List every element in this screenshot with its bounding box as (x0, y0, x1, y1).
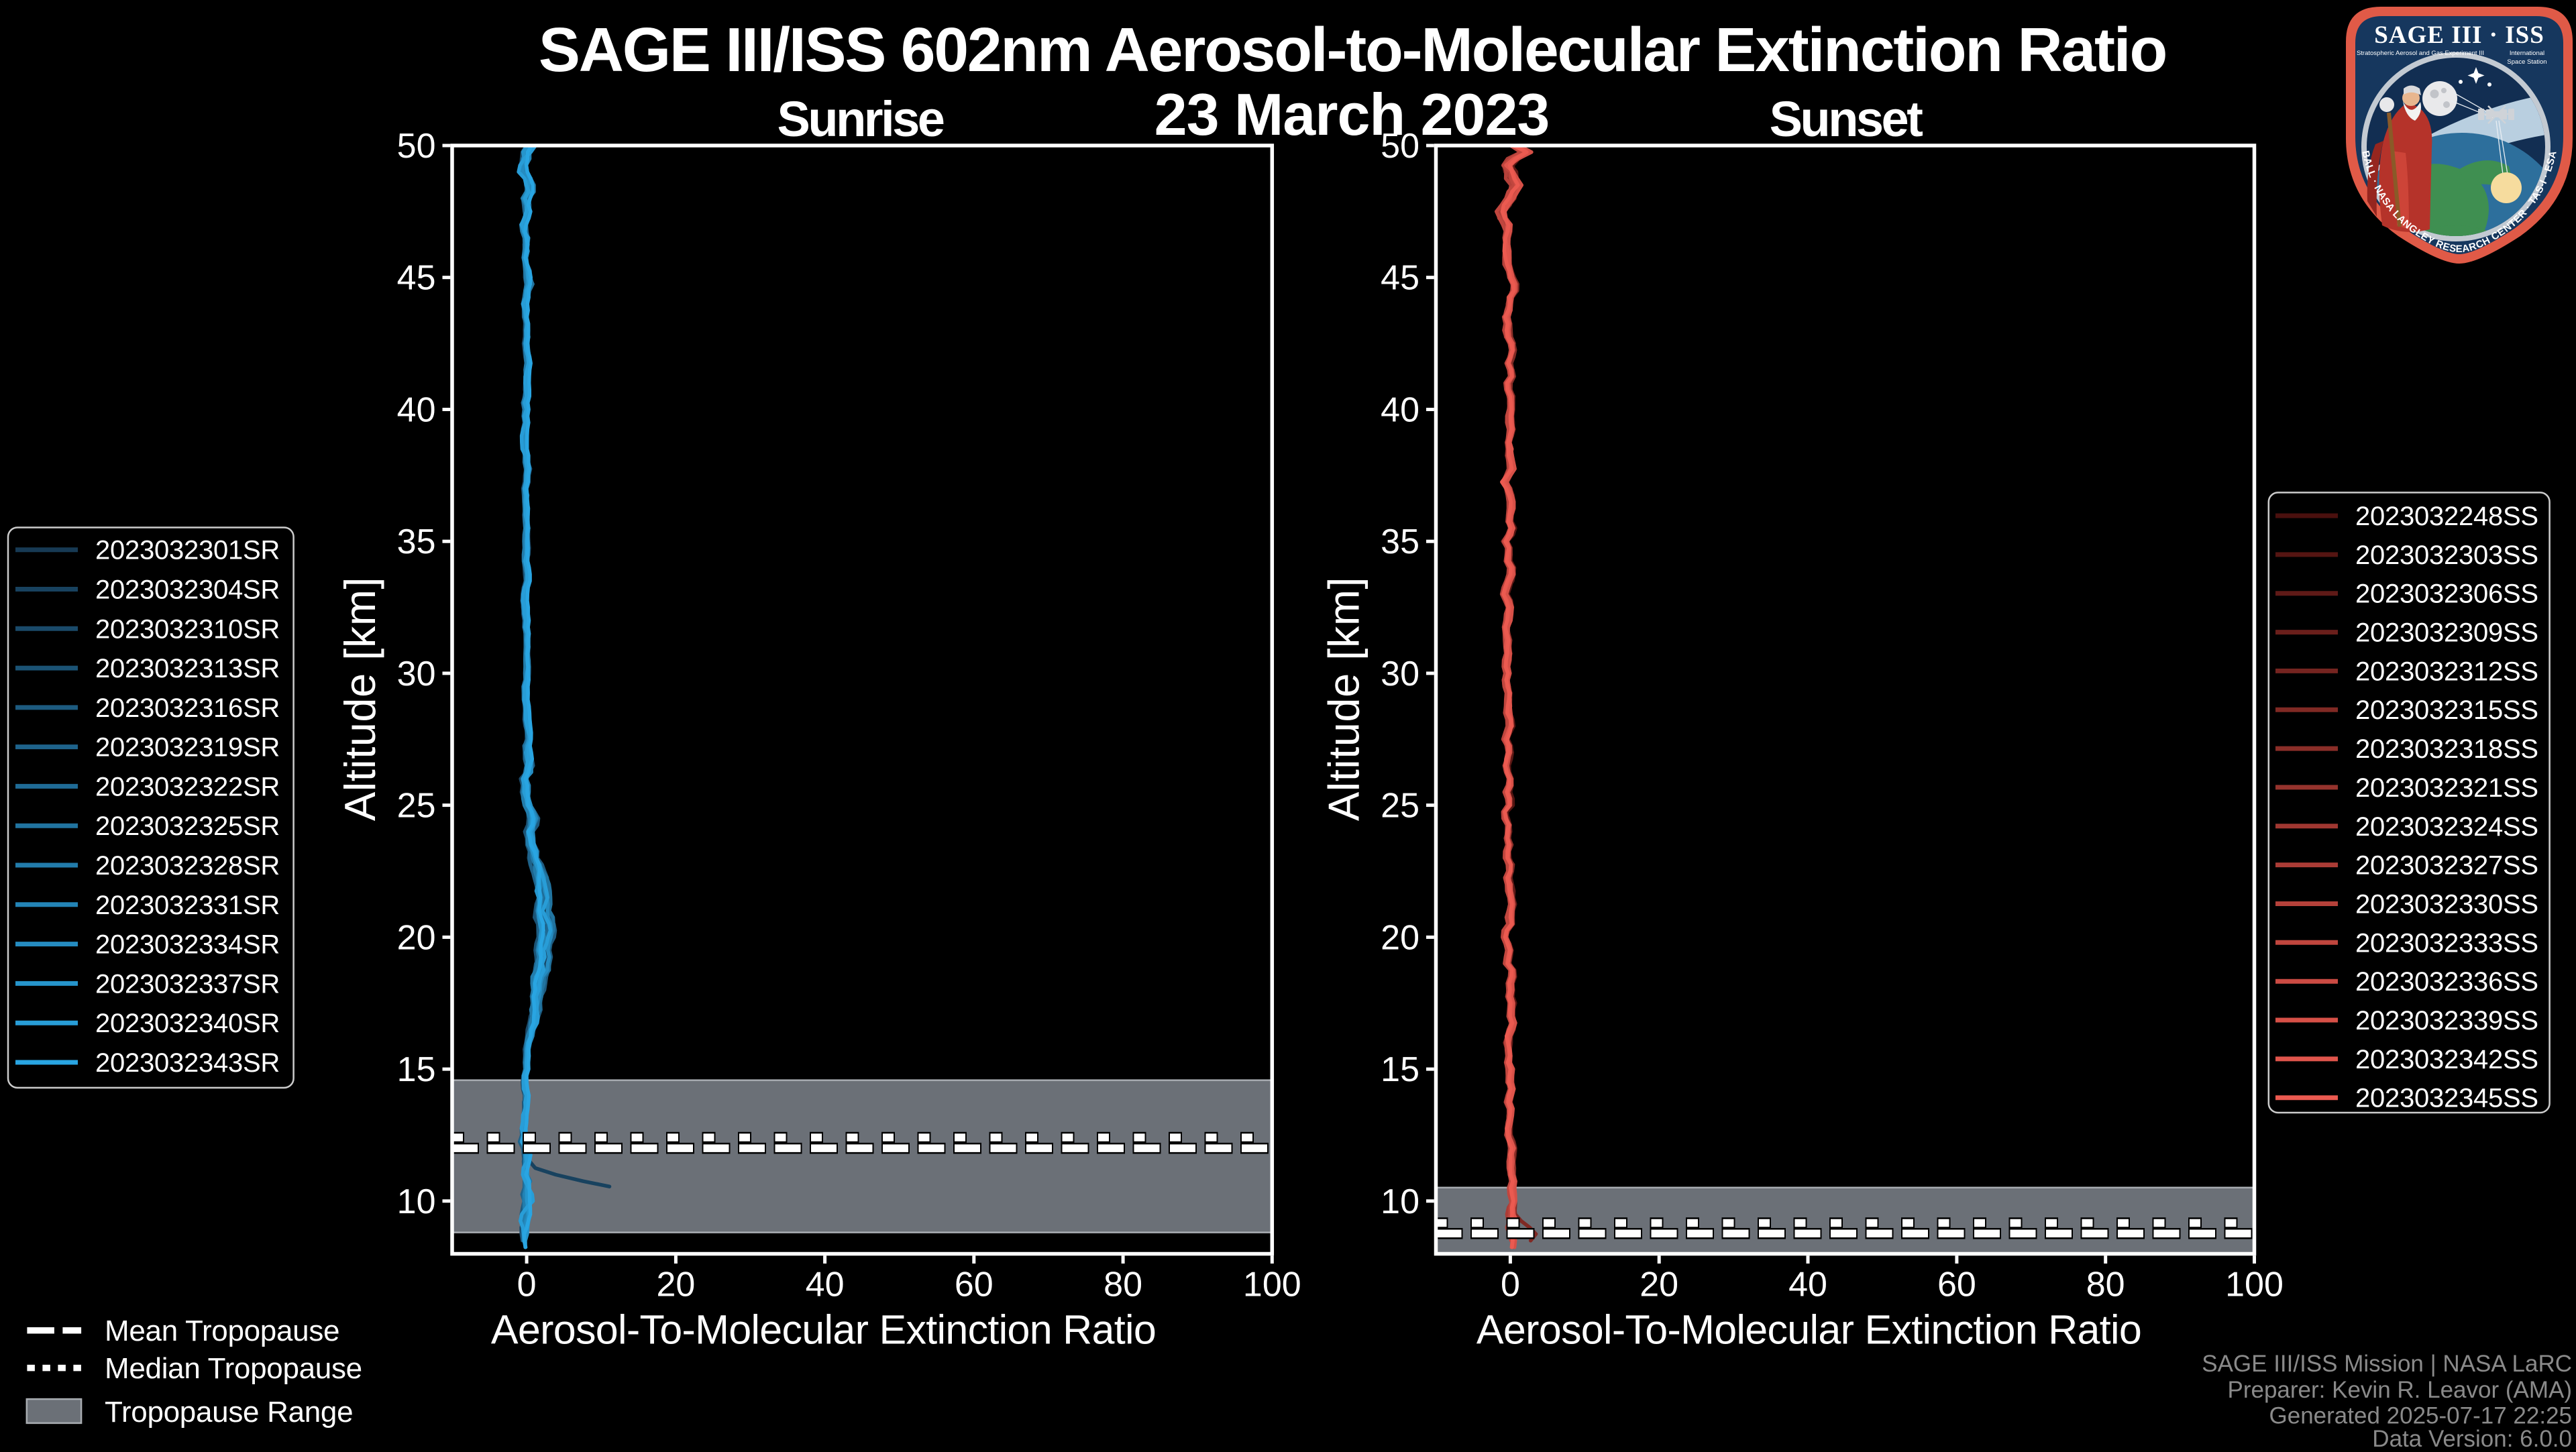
svg-text:Mean Tropopause: Mean Tropopause (105, 1315, 339, 1347)
svg-text:2023032303SS: 2023032303SS (2355, 541, 2538, 570)
svg-text:2023032330SS: 2023032330SS (2355, 890, 2538, 919)
svg-text:2023032324SS: 2023032324SS (2355, 812, 2538, 842)
svg-text:SAGE III/ISS Mission | NASA La: SAGE III/ISS Mission | NASA LaRC (2202, 1351, 2572, 1377)
svg-text:2023032304SR: 2023032304SR (95, 575, 280, 605)
svg-text:60: 60 (955, 1266, 994, 1304)
svg-text:2023032319SR: 2023032319SR (95, 733, 280, 763)
svg-text:2023032342SS: 2023032342SS (2355, 1045, 2538, 1074)
svg-text:2023032345SS: 2023032345SS (2355, 1084, 2538, 1113)
svg-text:Generated 2025-07-17 22:25: Generated 2025-07-17 22:25 (2269, 1403, 2572, 1429)
svg-text:2023032248SS: 2023032248SS (2355, 502, 2538, 531)
svg-text:20: 20 (656, 1266, 695, 1304)
svg-text:International: International (2510, 50, 2544, 57)
svg-text:2023032318SS: 2023032318SS (2355, 734, 2538, 764)
svg-text:40: 40 (1381, 391, 1419, 430)
svg-text:30: 30 (397, 655, 436, 693)
svg-text:2023032310SR: 2023032310SR (95, 614, 280, 644)
svg-text:40: 40 (397, 391, 436, 430)
svg-text:10: 10 (1381, 1182, 1419, 1221)
svg-text:45: 45 (1381, 259, 1419, 298)
svg-text:30: 30 (1381, 655, 1419, 693)
svg-text:Altitude [km]: Altitude [km] (335, 577, 384, 821)
svg-text:2023032327SS: 2023032327SS (2355, 851, 2538, 881)
svg-text:2023032331SR: 2023032331SR (95, 891, 280, 920)
svg-text:2023032309SS: 2023032309SS (2355, 618, 2538, 648)
svg-text:Sunset: Sunset (1770, 91, 1923, 147)
svg-text:0: 0 (1501, 1266, 1520, 1304)
svg-text:2023032312SS: 2023032312SS (2355, 657, 2538, 686)
svg-text:20: 20 (1640, 1266, 1678, 1304)
svg-text:2023032333SS: 2023032333SS (2355, 928, 2538, 958)
svg-text:2023032340SR: 2023032340SR (95, 1009, 280, 1038)
svg-text:2023032325SR: 2023032325SR (95, 812, 280, 841)
svg-text:2023032315SS: 2023032315SS (2355, 695, 2538, 725)
svg-text:25: 25 (397, 787, 436, 826)
svg-text:Aerosol-To-Molecular Extinctio: Aerosol-To-Molecular Extinction Ratio (491, 1307, 1156, 1353)
svg-text:Sunrise: Sunrise (777, 91, 944, 147)
svg-text:2023032316SR: 2023032316SR (95, 693, 280, 723)
svg-text:80: 80 (2086, 1266, 2125, 1304)
svg-text:SAGE III · ISS: SAGE III · ISS (2374, 21, 2544, 49)
svg-text:2023032301SR: 2023032301SR (95, 536, 280, 565)
svg-text:20: 20 (397, 918, 436, 957)
svg-text:10: 10 (397, 1182, 436, 1221)
svg-text:100: 100 (1243, 1266, 1301, 1304)
svg-text:SAGE III/ISS 602nm Aerosol-to-: SAGE III/ISS 602nm Aerosol-to-Molecular … (539, 15, 2166, 85)
svg-text:100: 100 (2225, 1266, 2284, 1304)
svg-text:45: 45 (397, 259, 436, 298)
svg-text:25: 25 (1381, 787, 1419, 826)
svg-text:50: 50 (1381, 127, 1419, 166)
svg-text:2023032339SS: 2023032339SS (2355, 1006, 2538, 1036)
svg-text:15: 15 (397, 1050, 436, 1089)
svg-text:2023032337SR: 2023032337SR (95, 969, 280, 999)
svg-text:2023032343SR: 2023032343SR (95, 1048, 280, 1078)
svg-text:Altitude [km]: Altitude [km] (1320, 577, 1368, 821)
svg-text:15: 15 (1381, 1050, 1419, 1089)
svg-text:2023032313SR: 2023032313SR (95, 654, 280, 683)
svg-text:50: 50 (397, 127, 436, 166)
svg-text:2023032334SR: 2023032334SR (95, 930, 280, 960)
svg-text:Tropopause Range: Tropopause Range (105, 1396, 353, 1429)
svg-text:80: 80 (1104, 1266, 1142, 1304)
svg-text:2023032328SR: 2023032328SR (95, 851, 280, 881)
svg-text:20: 20 (1381, 918, 1419, 957)
svg-text:23 March 2023: 23 March 2023 (1155, 81, 1550, 148)
svg-text:40: 40 (1788, 1266, 1827, 1304)
svg-text:Space Station: Space Station (2507, 58, 2546, 66)
svg-text:2023032322SR: 2023032322SR (95, 772, 280, 801)
svg-text:Aerosol-To-Molecular Extinctio: Aerosol-To-Molecular Extinction Ratio (1477, 1307, 2141, 1353)
svg-text:Preparer: Kevin R. Leavor (AMA: Preparer: Kevin R. Leavor (AMA) (2227, 1377, 2572, 1403)
svg-text:2023032321SS: 2023032321SS (2355, 773, 2538, 803)
svg-text:35: 35 (397, 522, 436, 561)
svg-text:2023032306SS: 2023032306SS (2355, 579, 2538, 609)
svg-text:60: 60 (1937, 1266, 1976, 1304)
svg-text:Stratospheric Aerosol and Gas: Stratospheric Aerosol and Gas Experiment… (2357, 50, 2484, 57)
svg-text:0: 0 (517, 1266, 537, 1304)
svg-text:Data Version: 6.0.0: Data Version: 6.0.0 (2372, 1426, 2572, 1449)
svg-text:40: 40 (806, 1266, 845, 1304)
svg-text:35: 35 (1381, 522, 1419, 561)
svg-text:2023032336SS: 2023032336SS (2355, 967, 2538, 997)
svg-text:Median Tropopause: Median Tropopause (105, 1352, 362, 1385)
